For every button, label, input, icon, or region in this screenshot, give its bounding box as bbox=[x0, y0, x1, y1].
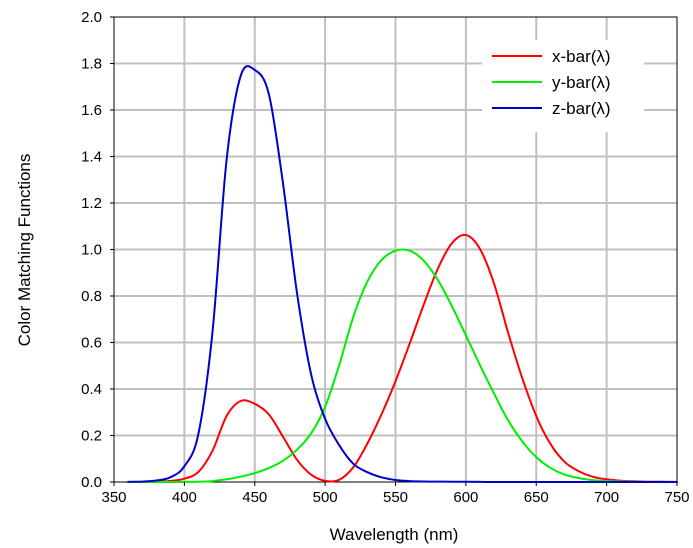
legend: x-bar(λ) y-bar(λ) z-bar(λ) bbox=[482, 40, 644, 132]
y-tick-label: 1.8 bbox=[81, 56, 102, 73]
x-tick-label: 500 bbox=[313, 489, 338, 506]
x-axis-ticks: 350 400 450 500 550 600 650 700 750 bbox=[101, 482, 690, 506]
y-tick-label: 0.0 bbox=[81, 474, 102, 491]
y-tick-label: 1.6 bbox=[81, 102, 102, 119]
y-tick-label: 0.2 bbox=[81, 428, 102, 445]
x-tick-label: 350 bbox=[101, 489, 126, 506]
x-tick-label: 700 bbox=[594, 489, 619, 506]
series-line-1 bbox=[127, 233, 678, 483]
x-tick-label: 600 bbox=[453, 489, 478, 506]
y-axis-ticks: 0.0 0.2 0.4 0.6 0.8 1.0 1.2 1.4 1.6 1.8 2.0 bbox=[81, 9, 114, 491]
legend-label: x-bar(λ) bbox=[552, 47, 611, 66]
x-tick-label: 750 bbox=[664, 489, 689, 506]
y-tick-label: 1.4 bbox=[81, 149, 102, 166]
series-line-2 bbox=[127, 248, 678, 483]
y-tick-label: 1.2 bbox=[81, 195, 102, 212]
legend-label: y-bar(λ) bbox=[552, 73, 611, 92]
series-lines bbox=[127, 65, 678, 483]
y-tick-label: 2.0 bbox=[81, 9, 102, 26]
x-tick-label: 450 bbox=[242, 489, 267, 506]
x-tick-label: 550 bbox=[383, 489, 408, 506]
y-tick-label: 0.6 bbox=[81, 335, 102, 352]
y-tick-label: 0.4 bbox=[81, 381, 102, 398]
series-line-3 bbox=[127, 65, 678, 483]
legend-label: z-bar(λ) bbox=[552, 99, 611, 118]
y-axis-title: Color Matching Functions bbox=[15, 154, 34, 347]
x-tick-label: 650 bbox=[524, 489, 549, 506]
y-tick-label: 1.0 bbox=[81, 242, 102, 259]
x-axis-title: Wavelength (nm) bbox=[330, 525, 459, 544]
x-tick-label: 400 bbox=[172, 489, 197, 506]
y-tick-label: 0.8 bbox=[81, 288, 102, 305]
